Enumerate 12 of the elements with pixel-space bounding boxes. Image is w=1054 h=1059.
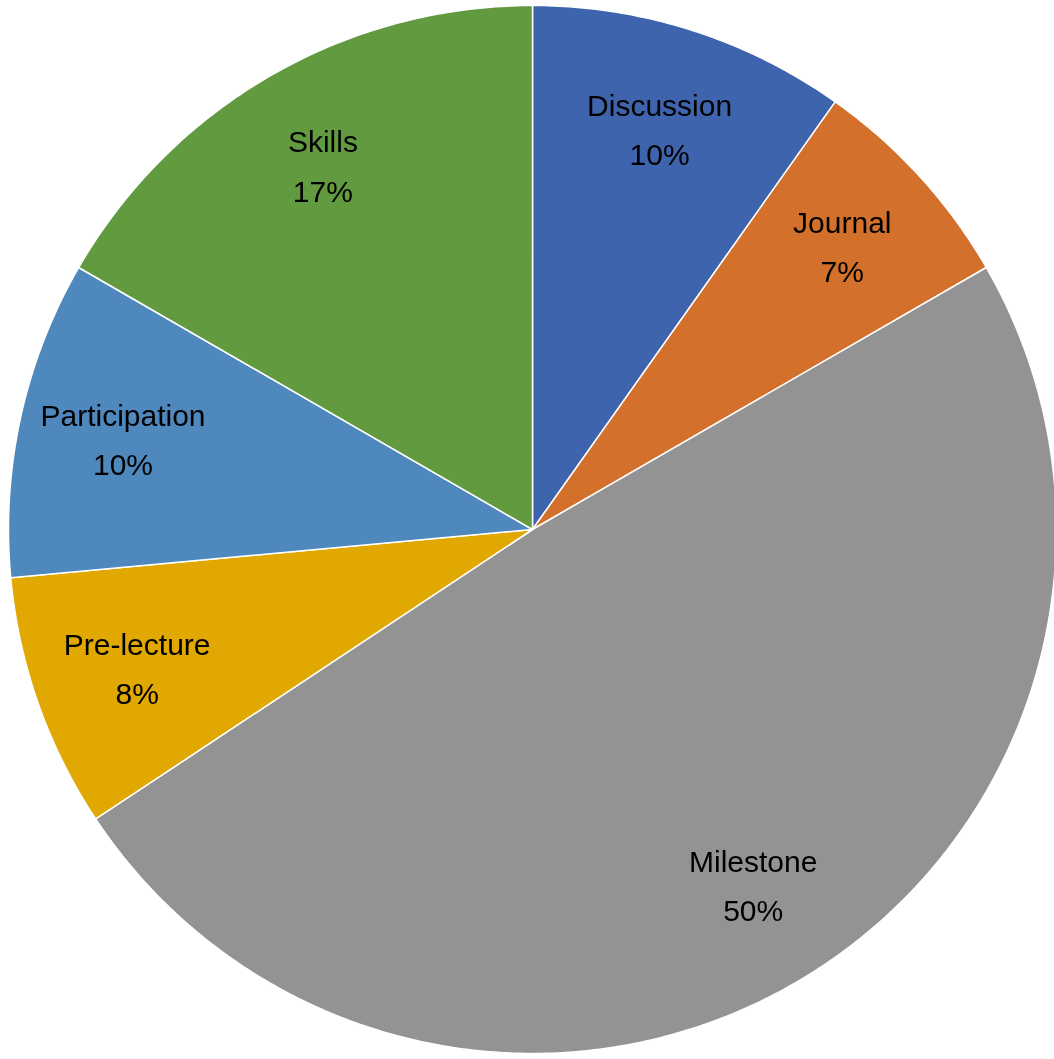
data-label: 7%: [820, 255, 864, 289]
data-label: 10%: [629, 138, 690, 172]
data-label: 17%: [292, 174, 353, 208]
slice-label: Skills: [287, 125, 358, 159]
slice-label: Discussion: [587, 88, 733, 122]
data-label: 50%: [723, 894, 784, 928]
data-label: 8%: [115, 677, 159, 711]
data-label: 10%: [92, 448, 154, 482]
slice-label: Journal: [793, 205, 892, 239]
slice-label: Milestone: [688, 844, 818, 878]
slice-label: Participation: [40, 398, 206, 432]
slice-label: Pre-lecture: [63, 627, 211, 661]
